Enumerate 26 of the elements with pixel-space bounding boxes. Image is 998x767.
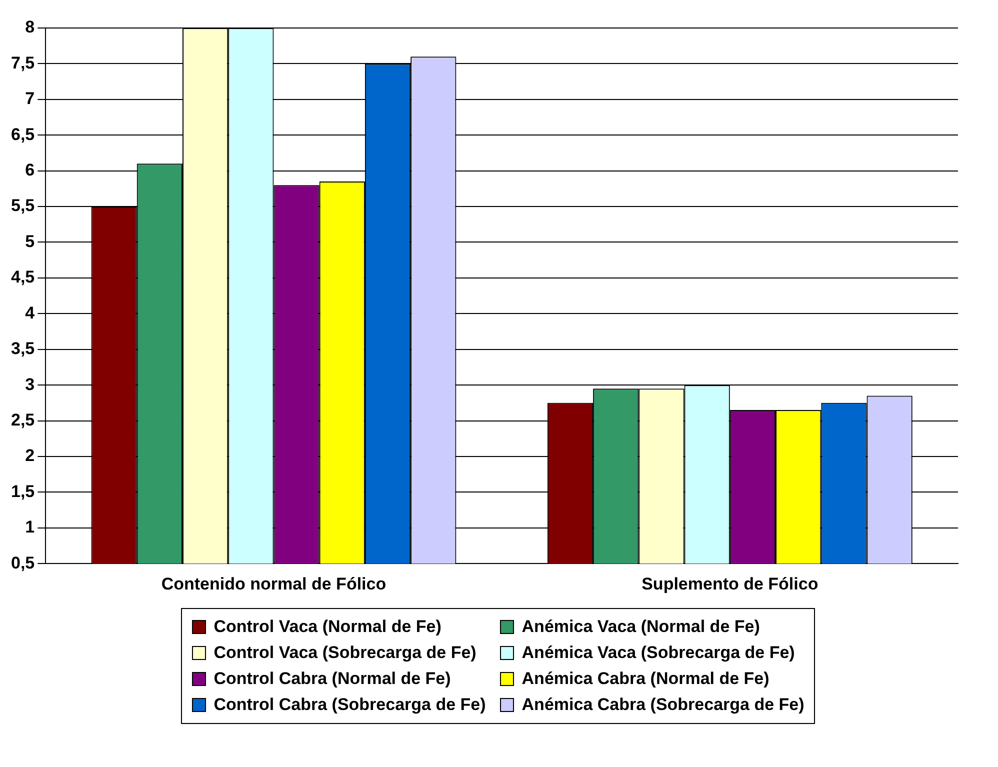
legend-label: Anémica Cabra (Sobrecarga de Fe)	[522, 695, 804, 715]
x-tick-label: Contenido normal de Fólico	[161, 574, 386, 594]
y-tick-label: 7	[25, 89, 35, 108]
y-tick-label: 6	[25, 160, 35, 180]
y-tick-label: 2	[25, 446, 35, 466]
y-tick-label: 5,5	[10, 196, 35, 216]
legend-label: Anémica Vaca (Normal de Fe)	[522, 617, 760, 637]
legend-label: Control Vaca (Sobrecarga de Fe)	[214, 643, 476, 663]
y-tick-label: 3,5	[10, 339, 35, 358]
y-tick-label: 4,5	[10, 268, 35, 287]
y-tick-label: 7,5	[10, 53, 35, 72]
y-tick-label: 3	[25, 374, 35, 394]
y-tick-label: 6,5	[10, 124, 35, 144]
legend-label: Control Cabra (Sobrecarga de Fe)	[214, 695, 486, 715]
y-tick-label: 1,5	[10, 482, 35, 501]
y-tick-label: 5	[25, 232, 35, 251]
legend-label: Control Cabra (Normal de Fe)	[214, 669, 451, 689]
x-tick-label: Suplemento de Fólico	[642, 574, 818, 594]
y-tick-label: 8	[25, 18, 35, 37]
legend-label: Anémica Cabra (Normal de Fe)	[522, 669, 770, 689]
y-tick-label: 4	[25, 303, 36, 322]
legend-label: Anémica Vaca (Sobrecarga de Fe)	[522, 643, 795, 663]
y-tick-label: 1	[25, 518, 35, 537]
y-tick-label: 2,5	[10, 410, 35, 430]
legend-label: Control Vaca (Normal de Fe)	[214, 617, 442, 637]
y-tick-label: 0,5	[10, 553, 35, 572]
